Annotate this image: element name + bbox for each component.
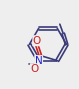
Text: O: O — [30, 64, 39, 74]
Text: O: O — [33, 36, 41, 46]
Text: N: N — [35, 56, 43, 66]
